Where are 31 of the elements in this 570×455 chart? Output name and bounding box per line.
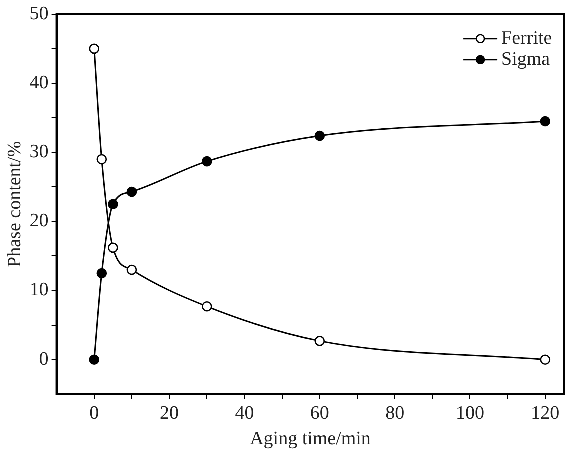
x-tick-label: 40 — [235, 402, 254, 424]
point — [314, 336, 326, 346]
y-tick-label: 20 — [30, 210, 49, 232]
point — [89, 354, 100, 366]
y-tick-label: 50 — [30, 3, 49, 24]
legend-label: Ferrite — [502, 28, 552, 49]
point — [108, 242, 118, 254]
x-tick-label: 100 — [456, 402, 484, 424]
y-tick-label: 10 — [30, 280, 49, 301]
point — [126, 186, 138, 198]
point — [202, 156, 212, 167]
point — [108, 199, 118, 210]
point — [202, 302, 212, 312]
x-tick-label: 60 — [310, 402, 330, 424]
y-axis-title: Phase content/% — [4, 141, 26, 268]
point — [96, 268, 108, 279]
point — [314, 130, 326, 142]
point — [96, 154, 108, 165]
point — [89, 44, 100, 54]
point — [540, 116, 551, 127]
point — [540, 354, 551, 366]
x-tick-label: 20 — [160, 402, 180, 424]
y-tick-label: 0 — [39, 348, 49, 370]
x-axis-title: Aging time/min — [250, 428, 372, 450]
x-tick-label: 0 — [90, 402, 100, 424]
legend-label: Sigma — [502, 48, 551, 70]
point — [126, 264, 138, 276]
y-tick-label: 30 — [30, 142, 49, 163]
x-tick-label: 80 — [386, 402, 405, 424]
x-tick-label: 120 — [531, 402, 560, 424]
y-tick-label: 40 — [30, 72, 49, 94]
